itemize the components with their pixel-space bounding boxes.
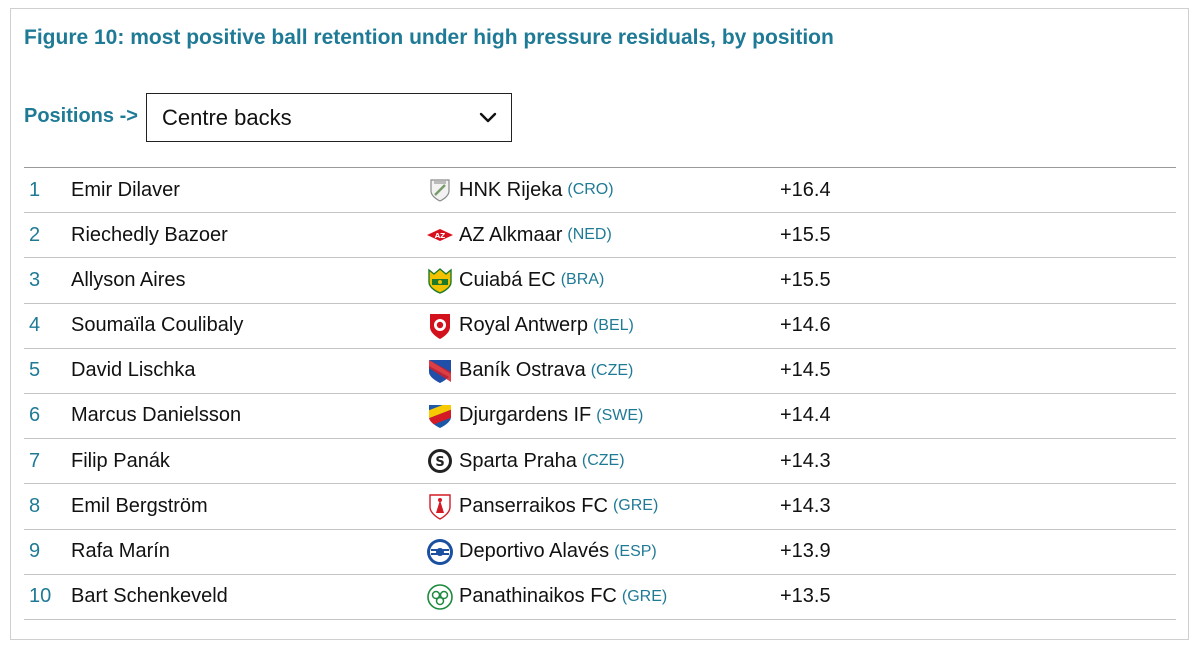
table-row: 1 Emir Dilaver HNK Rijeka (CRO) +16.4 xyxy=(24,168,1176,214)
club-name: Panathinaikos FC xyxy=(459,585,617,608)
panathinaikos-crest-icon xyxy=(426,575,454,619)
residual-value: +15.5 xyxy=(780,223,831,246)
figure-title: Figure 10: most positive ball retention … xyxy=(24,26,834,49)
rank-cell: 7 xyxy=(29,449,41,472)
club-cell: Cuiabá EC (BRA) xyxy=(459,258,604,302)
club-name: Baník Ostrava xyxy=(459,359,586,382)
chevron-down-icon xyxy=(479,112,497,124)
player-name: Emir Dilaver xyxy=(71,178,180,201)
player-name: Rafa Marín xyxy=(71,540,170,562)
residual-value: +16.4 xyxy=(780,178,831,201)
table-row: 7 Filip Panák S Sparta Praha (CZE) +14.3 xyxy=(24,439,1176,485)
club-name: Deportivo Alavés xyxy=(459,540,610,562)
alaves-crest-icon xyxy=(426,530,454,574)
player-name: Filip Panák xyxy=(71,449,170,472)
ranking-table: 1 Emir Dilaver HNK Rijeka (CRO) +16.4 2 R… xyxy=(24,167,1176,620)
club-name: Cuiabá EC xyxy=(459,268,556,291)
rank-cell: 4 xyxy=(29,314,41,337)
rijeka-crest-icon xyxy=(426,168,454,212)
rank-cell: 9 xyxy=(29,540,41,562)
table-row: 10 Bart Schenkeveld Panathinaikos FC (GRE… xyxy=(24,575,1176,620)
country-code: (NED) xyxy=(567,226,612,244)
club-cell: Deportivo Alavés (ESP) xyxy=(459,530,657,574)
panserraikos-crest-icon xyxy=(426,484,454,528)
club-cell: Panathinaikos FC (GRE) xyxy=(459,575,667,619)
club-cell: HNK Rijeka (CRO) xyxy=(459,168,614,212)
club-name: Sparta Praha xyxy=(459,449,577,472)
country-code: (CZE) xyxy=(590,361,634,379)
table-row: 8 Emil Bergström Panserraikos FC (GRE) +1… xyxy=(24,484,1176,530)
club-cell: AZ Alkmaar (NED) xyxy=(459,213,612,257)
rank-cell: 3 xyxy=(29,268,41,291)
club-cell: Royal Antwerp (BEL) xyxy=(459,304,634,348)
country-code: (BEL) xyxy=(592,316,634,334)
residual-value: +14.3 xyxy=(780,449,831,472)
residual-value: +15.5 xyxy=(780,268,831,291)
player-name: Soumaïla Coulibaly xyxy=(71,314,244,337)
svg-text:S: S xyxy=(435,455,444,470)
club-cell: Panserraikos FC (GRE) xyxy=(459,484,658,528)
residual-value: +13.5 xyxy=(780,585,831,608)
country-code: (CRO) xyxy=(567,181,614,198)
country-code: (CZE) xyxy=(581,452,625,470)
table-row: 4 Soumaïla Coulibaly Royal Antwerp (BEL) … xyxy=(24,304,1176,349)
residual-value: +14.3 xyxy=(780,494,831,517)
country-code: (BRA) xyxy=(560,271,605,289)
country-code: (GRE) xyxy=(612,497,659,515)
player-name: Allyson Aires xyxy=(71,268,186,291)
positions-dropdown[interactable]: Centre backs xyxy=(146,93,512,142)
table-row: 5 David Lischka Baník Ostrava (CZE) +14.5 xyxy=(24,349,1176,394)
club-cell: Sparta Praha (CZE) xyxy=(459,439,625,483)
club-name: Panserraikos FC xyxy=(459,494,608,517)
player-name: Emil Bergström xyxy=(71,494,208,517)
table-row: 6 Marcus Danielsson Djurgardens IF (SWE) … xyxy=(24,394,1176,440)
residual-value: +13.9 xyxy=(780,540,831,562)
country-code: (ESP) xyxy=(614,542,657,560)
antwerp-crest-icon xyxy=(426,304,454,348)
rank-cell: 1 xyxy=(29,178,41,201)
banik-crest-icon xyxy=(426,349,454,393)
club-cell: Djurgardens IF (SWE) xyxy=(459,394,643,438)
player-name: Bart Schenkeveld xyxy=(71,585,228,608)
player-name: David Lischka xyxy=(71,359,196,382)
country-code: (GRE) xyxy=(621,587,668,605)
residual-value: +14.4 xyxy=(780,404,831,427)
svg-text:AZ: AZ xyxy=(435,232,446,240)
club-name: Djurgardens IF xyxy=(459,404,592,427)
residual-value: +14.6 xyxy=(780,314,831,337)
table-row: 3 Allyson Aires Cuiabá EC (BRA) +15.5 xyxy=(24,258,1176,304)
rank-cell: 6 xyxy=(29,404,41,427)
residual-value: +14.5 xyxy=(780,359,831,382)
positions-label: Positions -> xyxy=(24,105,138,127)
club-name: Royal Antwerp xyxy=(459,314,588,337)
positions-selected-value: Centre backs xyxy=(162,104,292,130)
table-row: 9 Rafa Marín Deportivo Alavés (ESP) +13.9 xyxy=(24,530,1176,575)
country-code: (SWE) xyxy=(596,406,644,424)
table-row: 2 Riechedly Bazoer AZ AZ Alkmaar (NED) +1… xyxy=(24,213,1176,259)
club-name: HNK Rijeka xyxy=(459,178,563,201)
rank-cell: 10 xyxy=(29,585,52,608)
club-name: AZ Alkmaar xyxy=(459,223,563,246)
djurgarden-crest-icon xyxy=(426,394,454,438)
sparta-crest-icon: S xyxy=(426,439,454,483)
rank-cell: 2 xyxy=(29,223,41,246)
rank-cell: 8 xyxy=(29,494,41,517)
player-name: Marcus Danielsson xyxy=(71,404,242,427)
rank-cell: 5 xyxy=(29,359,41,382)
az-crest-icon: AZ xyxy=(426,213,454,257)
club-cell: Baník Ostrava (CZE) xyxy=(459,349,633,393)
player-name: Riechedly Bazoer xyxy=(71,223,228,246)
figure-panel: Figure 10: most positive ball retention … xyxy=(10,8,1189,640)
cuiaba-crest-icon xyxy=(426,258,454,302)
